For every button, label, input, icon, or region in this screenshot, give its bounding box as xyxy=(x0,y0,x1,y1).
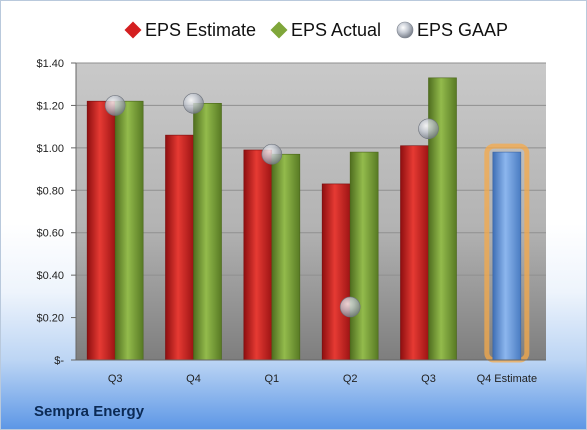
y-tick-label: $0.20 xyxy=(36,313,64,325)
legend: EPS Estimate EPS Actual EPS GAAP xyxy=(124,20,508,40)
y-tick-label: $1.20 xyxy=(36,100,64,112)
eps-forecast-bar xyxy=(492,151,522,361)
legend-label: EPS Actual xyxy=(291,20,381,40)
legend-swatch xyxy=(270,21,288,39)
y-tick-label: $- xyxy=(54,355,64,367)
x-tick-label: Q4 Estimate xyxy=(477,373,538,385)
y-tick-label: $1.40 xyxy=(36,58,64,70)
y-tick-label: $0.40 xyxy=(36,270,64,282)
eps-gaap-point xyxy=(339,296,361,318)
x-tick-label: Q3 xyxy=(421,373,436,385)
y-tick-label: $0.80 xyxy=(36,185,64,197)
legend-label: EPS Estimate xyxy=(145,20,256,40)
eps-estimate-bar xyxy=(321,183,351,361)
company-name: Sempra Energy xyxy=(34,403,145,420)
y-tick-label: $0.60 xyxy=(36,228,64,240)
gridlines xyxy=(76,62,546,361)
eps-gaap-point xyxy=(104,95,126,116)
eps-estimate-bar xyxy=(243,149,273,361)
eps-gaap-point xyxy=(183,93,204,114)
eps-estimate-bar xyxy=(165,134,194,361)
y-axis: $- $0.20 $0.40 $0.60 $0.80 $1.00 $1.20 $1.40 xyxy=(36,58,77,367)
legend-label: EPS GAAP xyxy=(417,20,508,40)
eps-estimate-bar xyxy=(400,145,429,361)
x-tick-label: Q2 xyxy=(343,373,358,385)
x-tick-label: Q1 xyxy=(264,373,279,385)
x-tick-label: Q4 xyxy=(186,373,201,385)
eps-actual-bar xyxy=(271,153,301,361)
x-tick-label: Q3 xyxy=(108,373,123,385)
y-tick-label: $1.00 xyxy=(36,143,64,155)
bars xyxy=(86,77,530,363)
eps-gaap-point xyxy=(418,118,439,140)
eps-actual-bar xyxy=(193,103,222,361)
eps-actual-bar xyxy=(349,151,379,361)
plot-background xyxy=(76,63,546,360)
gaap-points xyxy=(104,93,439,318)
eps-gaap-point xyxy=(261,143,283,165)
legend-swatch xyxy=(124,21,142,39)
legend-swatch xyxy=(396,21,414,39)
eps-estimate-bar xyxy=(86,100,116,361)
eps-actual-bar xyxy=(114,100,144,361)
x-axis: Q3 Q4 Q1 Q2 Q3 Q4 Estimate xyxy=(76,359,546,385)
